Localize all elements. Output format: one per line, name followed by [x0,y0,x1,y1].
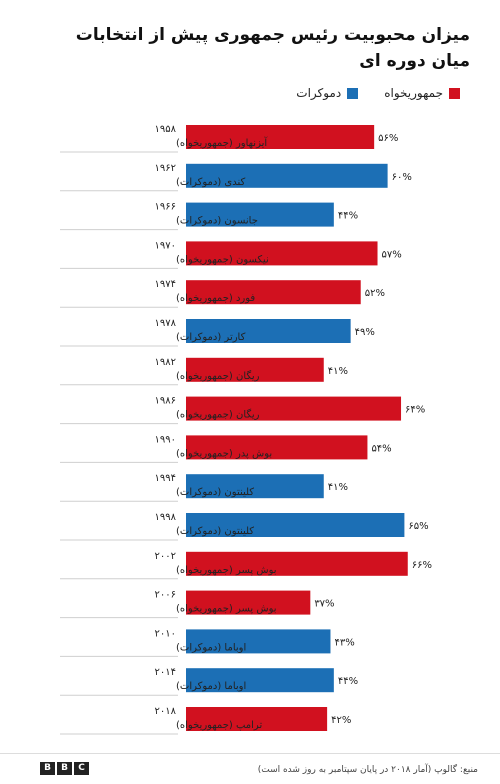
category-year-label: ۱۹۷۰ [155,240,176,251]
bar-value-label: ۳۷% [314,599,334,610]
category-year-label: ۱۹۹۰ [155,434,176,445]
bar-democrat [186,474,324,499]
bbc-logo-letter: C [74,762,89,775]
bar-value-label: ۴۱% [328,366,348,377]
legend-item-democrat: دموکرات [296,86,359,100]
category-year-label: ۲۰۱۴ [155,667,176,678]
legend-item-republican: جمهوریخواه [384,86,460,100]
category-name-label: کلینتون (دموکرات) [176,487,254,498]
bar-republican [186,707,328,731]
chart-title-line-1: میزان محبوبیت رئیس جمهوری پیش از انتخابا… [75,25,470,45]
category-name-label: بوش پدر (جمهوریخواه) [176,448,272,459]
category-year-label: ۱۹۷۴ [155,279,176,290]
bar-value-label: ۶۶% [412,560,432,571]
category-year-label: ۱۹۶۶ [155,202,176,213]
bar-republican [186,396,402,421]
source-note: منبع: گالوپ (آمار ۲۰۱۸ در پایان سپتامبر … [257,765,478,775]
bar-value-label: ۵۷% [382,249,402,260]
category-year-label: ۱۹۵۸ [155,124,177,135]
bar-value-label: ۵۲% [365,288,385,299]
legend-swatch-democrat [347,87,359,99]
bar-republican [186,551,408,576]
category-year-label: ۱۹۸۲ [155,357,176,368]
bar-republican [186,241,378,266]
category-year-label: ۲۰۰۶ [155,590,176,601]
bar-value-label: ۴۴% [338,676,358,687]
category-year-label: ۲۰۰۲ [155,551,176,562]
category-name-label: کندی (دموکرات) [176,177,246,188]
category-name-label: اوباما (دموکرات) [176,642,246,653]
bar-republican [186,125,375,149]
footer: B B C منبع: گالوپ (آمار ۲۰۱۸ در پایان سپ… [0,753,500,784]
legend-label-democrat: دموکرات [296,86,342,100]
category-name-label: بوش پسر (جمهوریخواه) [176,565,277,576]
bar-value-label: ۴۹% [355,327,375,338]
bar-democrat [186,629,331,654]
bar-republican [186,280,361,305]
bar-democrat [186,319,351,343]
bar-value-label: ۴۴% [338,211,358,222]
category-year-label: ۱۹۷۸ [155,318,177,329]
category-name-label: کارتر (دموکرات) [176,332,246,343]
bbc-logo-letter: B [57,762,72,775]
bar-democrat [186,513,405,537]
category-name-label: آیزنهاور (جمهوریخواه) [176,136,268,149]
category-year-label: ۱۹۹۸ [155,512,177,523]
category-name-label: ریگان (جمهوریخواه) [176,409,260,421]
chart-title: میزان محبوبیت رئیس جمهوری پیش از انتخابا… [30,22,470,74]
bar-democrat [186,163,388,188]
bar-democrat [186,668,334,693]
legend: جمهوریخواه دموکرات [296,86,460,100]
category-year-label: ۲۰۱۸ [155,706,177,717]
bar-value-label: ۴۱% [328,482,348,493]
bar-value-label: ۶۵% [408,521,428,532]
category-name-label: اوباما (دموکرات) [176,681,246,692]
category-name-label: بوش پسر (جمهوریخواه) [176,604,277,615]
category-name-label: نیکسون (جمهوریخواه) [176,254,269,265]
bar-value-label: ۶۴% [405,405,425,416]
category-year-label: ۲۰۱۰ [155,628,176,639]
bar-democrat [186,202,334,227]
category-name-label: ترامپ (جمهوریخواه) [176,720,262,731]
category-name-label: ریگان (جمهوریخواه) [176,370,260,382]
category-name-label: فورد (جمهوریخواه) [176,293,255,304]
bar-republican [186,357,324,382]
bar-republican [186,590,311,615]
category-year-label: ۱۹۹۴ [155,473,176,484]
bar-value-label: ۵۶% [378,133,398,144]
category-name-label: کلینتون (دموکرات) [176,526,254,537]
bbc-logo: B B C [40,762,89,775]
category-name-label: جانسون (دموکرات) [176,216,258,227]
bbc-logo-letter: B [40,762,55,775]
chart-title-line-2: میان دوره ای [359,51,470,71]
legend-label-republican: جمهوریخواه [384,86,443,100]
category-year-label: ۱۹۸۶ [155,396,176,407]
bar-value-label: ۶۰% [392,172,412,183]
category-year-label: ۱۹۶۲ [155,163,176,174]
legend-swatch-republican [449,87,460,99]
bar-value-label: ۵۴% [371,443,391,454]
bar-republican [186,435,368,460]
bar-value-label: ۴۲% [331,715,351,726]
bar-value-label: ۴۳% [334,637,354,648]
